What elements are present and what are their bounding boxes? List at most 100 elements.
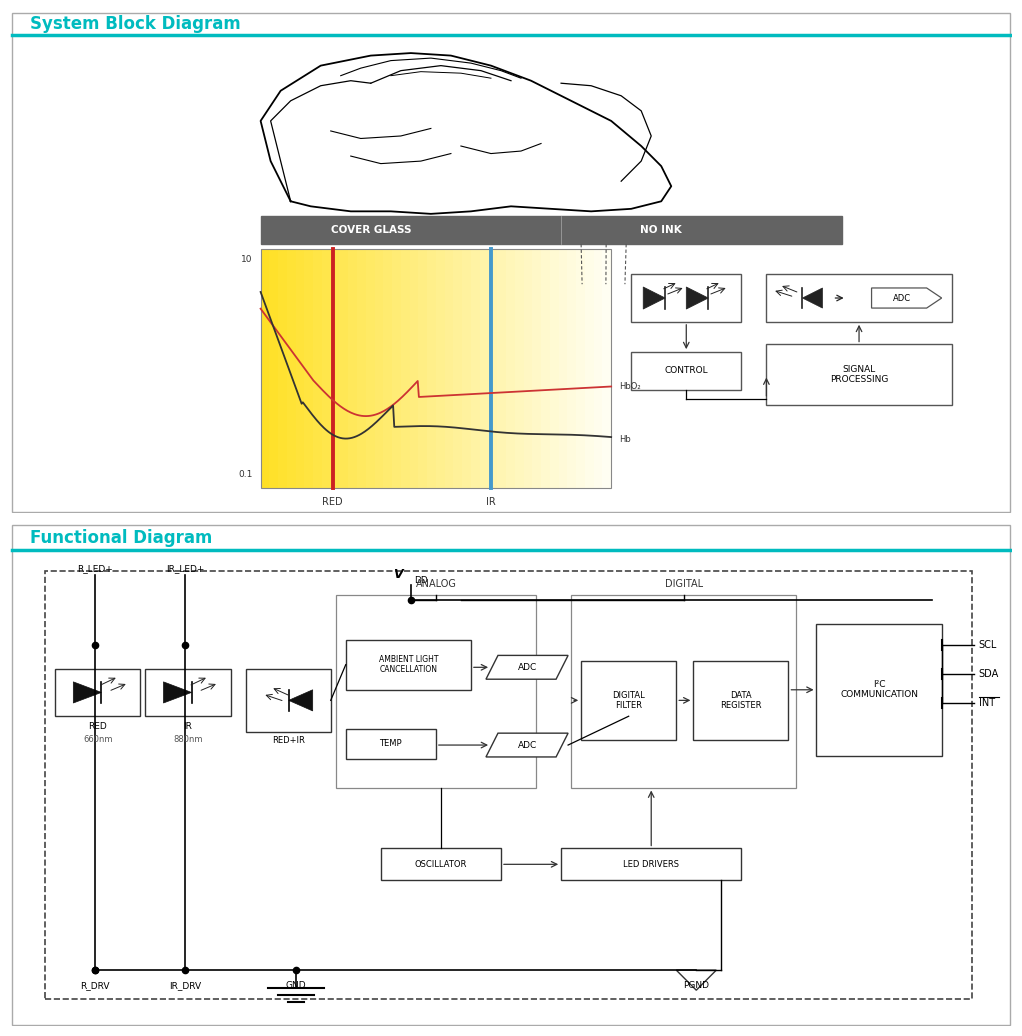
Bar	[418, 249, 427, 488]
Bar	[366, 249, 374, 488]
Bar	[817, 624, 941, 756]
Text: ADC: ADC	[892, 293, 911, 303]
Bar	[345, 639, 471, 690]
Text: Functional Diagram: Functional Diagram	[31, 529, 213, 547]
Bar	[339, 249, 349, 488]
Bar	[331, 249, 339, 488]
Bar	[374, 249, 383, 488]
Text: IR_DRV: IR_DRV	[170, 981, 201, 989]
Text: RED+IR: RED+IR	[272, 737, 305, 745]
Polygon shape	[74, 682, 101, 703]
Bar	[313, 249, 322, 488]
Bar	[410, 249, 418, 488]
Text: SCL: SCL	[979, 640, 997, 650]
Bar	[567, 249, 576, 488]
Text: SIGNAL
PROCESSING: SIGNAL PROCESSING	[830, 365, 888, 384]
Polygon shape	[288, 690, 313, 711]
Polygon shape	[486, 733, 568, 757]
Bar	[401, 249, 410, 488]
Text: AMBIENT LIGHT
CANCELLATION: AMBIENT LIGHT CANCELLATION	[378, 655, 438, 674]
Bar	[479, 249, 489, 488]
Text: DIGITAL: DIGITAL	[664, 579, 703, 589]
Bar	[305, 249, 313, 488]
Bar	[489, 249, 498, 488]
Text: TEMP: TEMP	[379, 740, 402, 748]
Bar	[462, 249, 471, 488]
Bar	[287, 249, 295, 488]
Bar	[515, 249, 523, 488]
Text: V: V	[393, 569, 403, 581]
Bar	[427, 249, 435, 488]
Bar	[561, 848, 741, 881]
Text: GND: GND	[285, 981, 306, 989]
Bar	[532, 249, 541, 488]
Text: IR: IR	[486, 496, 496, 507]
Text: ANALOG: ANALOG	[416, 579, 456, 589]
Text: SDA: SDA	[979, 669, 998, 679]
Text: ADC: ADC	[518, 741, 538, 750]
Bar	[345, 729, 435, 758]
Bar	[55, 668, 140, 716]
Text: PGND: PGND	[684, 981, 709, 989]
Text: I²C
COMMUNICATION: I²C COMMUNICATION	[840, 680, 918, 699]
Bar	[693, 661, 788, 740]
Polygon shape	[802, 288, 823, 308]
Polygon shape	[872, 288, 941, 308]
Text: CONTROL: CONTROL	[664, 367, 708, 375]
Bar	[523, 249, 532, 488]
Bar	[602, 249, 611, 488]
Bar	[582, 661, 677, 740]
Bar	[445, 249, 454, 488]
Bar	[632, 352, 741, 390]
Text: Hb: Hb	[619, 435, 631, 444]
Bar	[322, 249, 331, 488]
Bar	[349, 249, 357, 488]
Text: 0.1: 0.1	[238, 469, 252, 479]
Bar	[506, 249, 515, 488]
Text: ADC: ADC	[518, 663, 538, 671]
Text: DATA
REGISTER: DATA REGISTER	[721, 691, 761, 710]
Text: IR_LED+: IR_LED+	[167, 565, 204, 574]
Text: RED: RED	[322, 496, 343, 507]
Bar	[278, 249, 287, 488]
Text: DIGITAL
FILTER: DIGITAL FILTER	[612, 691, 645, 710]
Bar	[245, 668, 331, 732]
Bar	[261, 249, 611, 488]
Bar	[261, 249, 270, 488]
Bar	[381, 848, 501, 881]
Bar	[585, 249, 594, 488]
Text: OSCILLATOR: OSCILLATOR	[415, 860, 467, 869]
Bar	[550, 249, 559, 488]
Bar	[392, 249, 401, 488]
Polygon shape	[687, 287, 708, 309]
Polygon shape	[486, 656, 568, 680]
Text: 10: 10	[241, 255, 252, 264]
Bar	[571, 595, 796, 787]
Bar	[576, 249, 585, 488]
Text: 880nm: 880nm	[174, 735, 202, 744]
Text: LED DRIVERS: LED DRIVERS	[623, 860, 680, 869]
Bar	[498, 249, 506, 488]
Text: System Block Diagram: System Block Diagram	[31, 16, 241, 33]
Bar	[541, 249, 550, 488]
Bar	[471, 249, 479, 488]
Polygon shape	[643, 287, 665, 309]
Text: IR: IR	[184, 721, 192, 730]
Text: COVER GLASS: COVER GLASS	[330, 225, 411, 235]
Bar	[383, 249, 392, 488]
Bar	[295, 249, 305, 488]
Bar	[559, 249, 567, 488]
Bar	[270, 249, 278, 488]
Text: HbO₂: HbO₂	[619, 382, 641, 391]
Bar	[335, 595, 536, 787]
Bar	[261, 217, 841, 244]
Bar	[145, 668, 231, 716]
Polygon shape	[164, 682, 191, 703]
Text: R_LED+: R_LED+	[78, 565, 113, 574]
Bar	[766, 275, 951, 322]
Text: 660nm: 660nm	[83, 735, 112, 744]
Bar	[632, 275, 741, 322]
Bar	[766, 345, 951, 405]
Text: RED: RED	[89, 721, 107, 730]
Text: DD: DD	[414, 576, 427, 585]
